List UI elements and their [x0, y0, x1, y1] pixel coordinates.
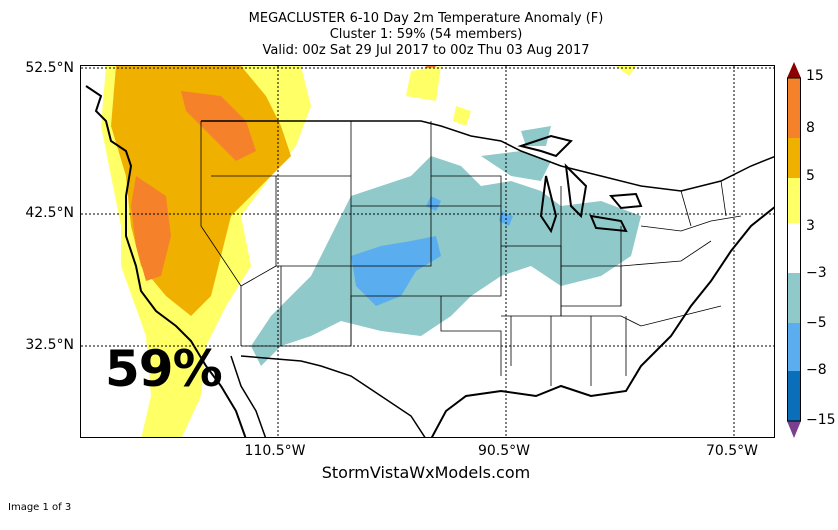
colorbar-tick-3: 3 [806, 218, 815, 234]
warm-anomaly-3-5-nw [406, 66, 636, 126]
colorbar-tick-5: 5 [806, 168, 815, 184]
cluster-subtitle: Cluster 1: 59% (54 members) [329, 27, 523, 42]
state-borders [200, 121, 742, 386]
colorbar-tick-neg-8: −8 [806, 362, 827, 378]
colorbar-3-5 [787, 178, 801, 223]
lon-label-70-5: 70.5°W [705, 443, 758, 459]
baja-coast [230, 355, 267, 437]
colorbar-tick-neg-15: −15 [806, 412, 836, 428]
anomaly-map [80, 65, 775, 438]
colorbar-8-15 [787, 78, 801, 138]
map-canvas [81, 66, 774, 437]
lat-label-32-5: 32.5°N [25, 337, 74, 353]
image-counter: Image 1 of 3 [8, 502, 72, 513]
map-title: MEGACLUSTER 6-10 Day 2m Temperature Anom… [248, 11, 604, 26]
colorbar-neg-3-5 [787, 273, 801, 323]
cool-anomaly-3-5 [251, 156, 641, 366]
cool-anomaly-3-5-b [481, 126, 551, 181]
lon-label-110-5: 110.5°W [244, 443, 306, 459]
colorbar [787, 62, 801, 438]
colorbar-tick-8: 8 [806, 120, 815, 136]
website-credit: StormVistaWxModels.com [321, 463, 531, 482]
colorbar-tick-15: 15 [806, 68, 824, 84]
warm-anomaly-8-15 [131, 66, 436, 281]
west-coastline [85, 85, 247, 437]
colorbar-overflow-low [787, 421, 801, 438]
lat-label-52-5: 52.5°N [25, 60, 74, 76]
valid-period: Valid: 00z Sat 29 Jul 2017 to 00z Thu 03… [262, 43, 590, 58]
colorbar-tick-neg-3: −3 [806, 265, 827, 281]
cool-anomaly-5-8 [351, 196, 513, 306]
lat-label-42-5: 42.5°N [25, 205, 74, 221]
colorbar-neg-8-15 [787, 371, 801, 421]
cluster-percent-overlay: 59% [105, 340, 223, 398]
great-lakes [517, 134, 643, 234]
us-mexico-border [240, 355, 426, 437]
colorbar-neg-5-8 [787, 323, 801, 371]
colorbar-5-8 [787, 138, 801, 178]
colorbar-neutral [787, 223, 801, 273]
colorbar-tick-neg-5: −5 [806, 315, 827, 331]
colorbar-overflow-high [787, 62, 801, 78]
gulf-coast [430, 206, 774, 437]
lon-label-90-5: 90.5°W [477, 443, 530, 459]
